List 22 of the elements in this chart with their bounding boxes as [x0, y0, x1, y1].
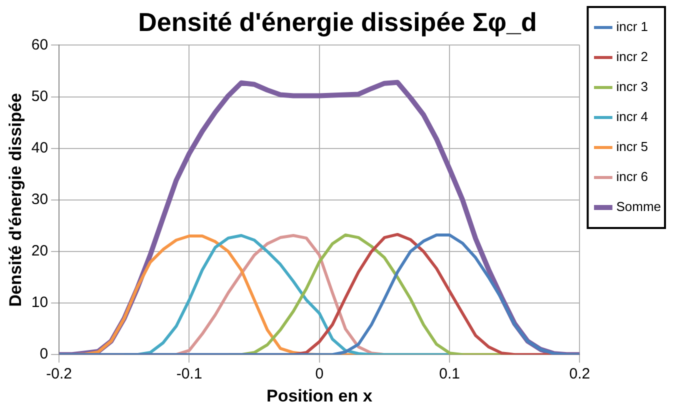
- y-tick-label: 10: [31, 294, 48, 312]
- y-tick-label: 20: [31, 242, 48, 260]
- y-tick-label: 0: [40, 346, 48, 363]
- x-tick-label: 0.1: [439, 366, 460, 383]
- legend-label: incr 2: [616, 49, 648, 64]
- y-tick-label: 40: [31, 139, 48, 156]
- legend-label: incr 1: [616, 19, 648, 34]
- x-tick-label: 0.2: [569, 366, 590, 383]
- chart-title: Densité d'énergie dissipée Σφ_d: [138, 6, 537, 37]
- y-tick-label: 50: [31, 88, 48, 105]
- x-tick-label: 0: [315, 366, 324, 383]
- legend-label: incr 4: [616, 109, 648, 124]
- y-tick-label: 30: [31, 191, 48, 208]
- legend-label: Somme: [616, 199, 662, 214]
- x-tick-label: -0.2: [46, 366, 72, 383]
- x-axis-title: Position en x: [266, 386, 373, 406]
- legend-label: incr 3: [616, 79, 648, 94]
- y-axis-title: Densité d'énergie dissipée: [6, 93, 25, 307]
- legend-label: incr 5: [616, 139, 648, 154]
- x-tick-label: -0.1: [176, 366, 202, 383]
- legend-label: incr 6: [616, 169, 648, 184]
- y-tick-label: 60: [31, 36, 48, 54]
